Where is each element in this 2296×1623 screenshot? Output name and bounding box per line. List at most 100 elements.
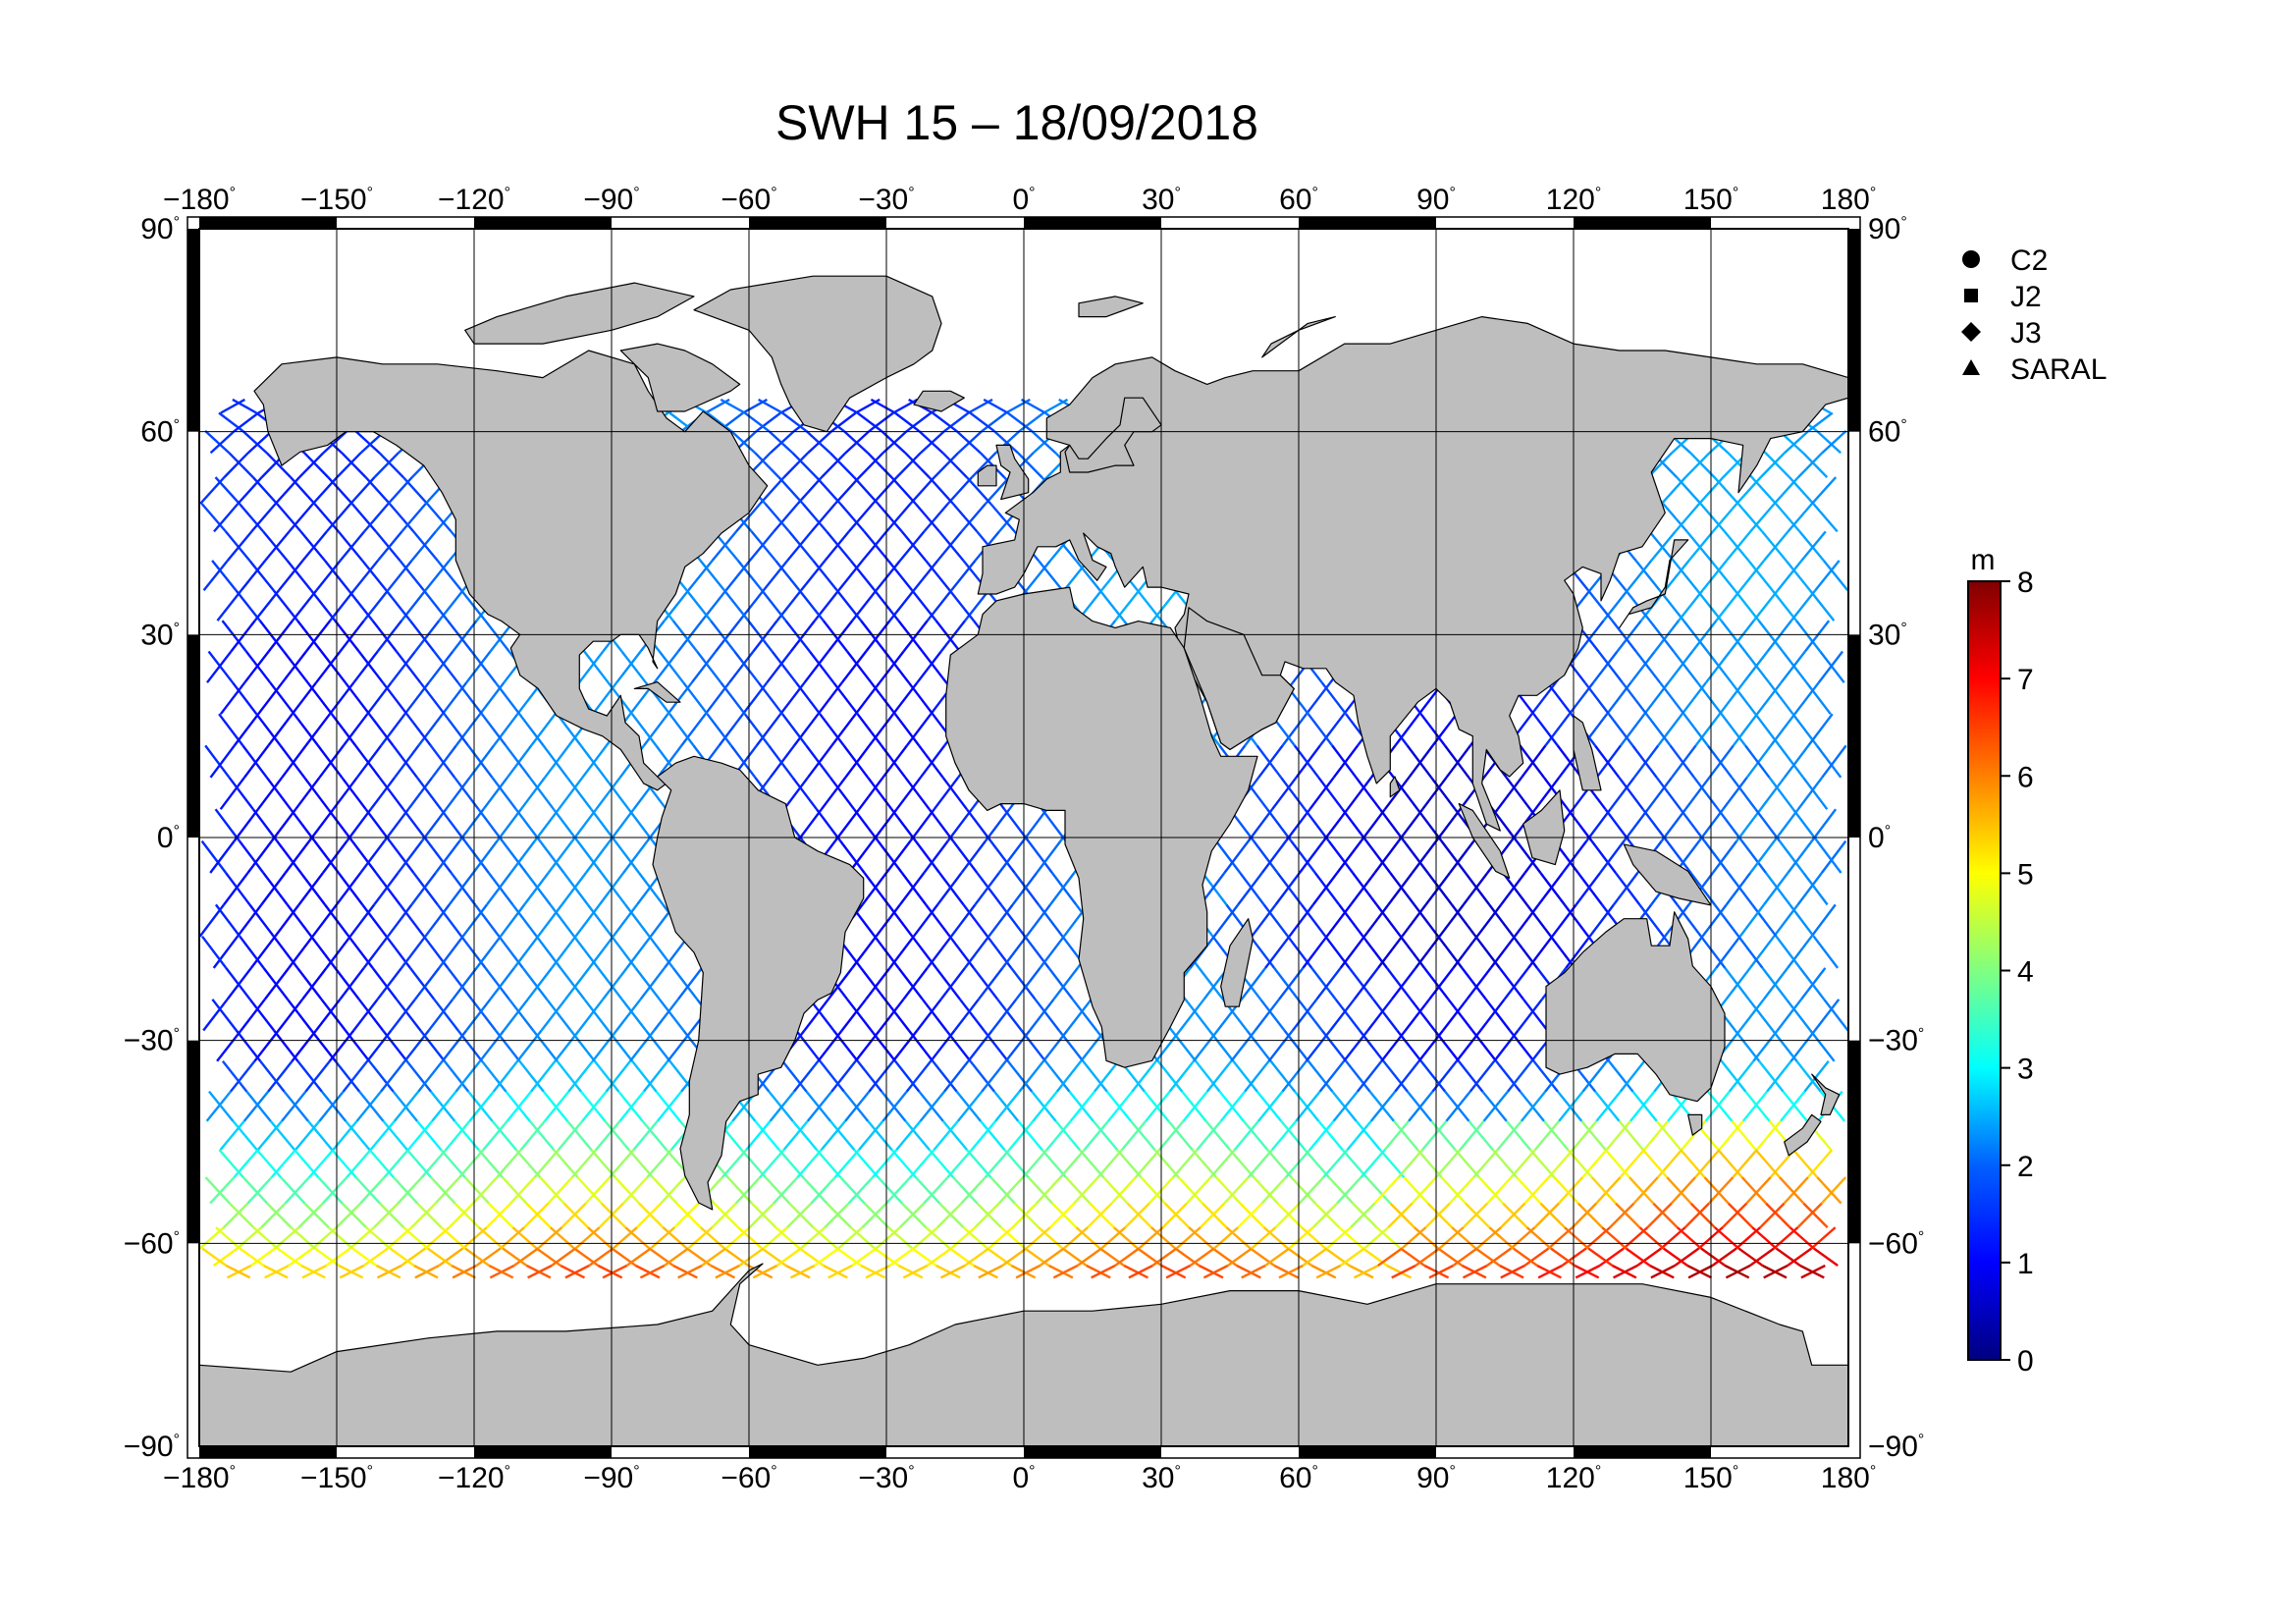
track-segment (228, 777, 254, 810)
track-segment (881, 1090, 908, 1122)
track-segment (803, 999, 829, 1032)
colorbar-tick-label: 8 (2017, 567, 2034, 599)
track-segment (1080, 1029, 1106, 1062)
track-segment (974, 872, 1000, 906)
track-segment (840, 650, 868, 683)
degree-symbol: ° (367, 185, 373, 201)
track-segment (417, 713, 444, 747)
track-segment (1193, 1029, 1219, 1062)
track-segment (1713, 903, 1740, 938)
track-segment (1787, 935, 1813, 969)
triangle-icon (1962, 359, 1980, 375)
track-segment (1271, 1119, 1298, 1151)
track-segment (463, 1176, 490, 1205)
track-segment (465, 999, 492, 1032)
track-segment (1519, 744, 1545, 779)
track-segment (1346, 1119, 1372, 1151)
track-segment (1803, 1060, 1830, 1093)
track-segment (539, 1176, 565, 1205)
track-segment (1280, 777, 1307, 810)
track-segment (1375, 1226, 1402, 1250)
track-segment (567, 1060, 594, 1093)
degree-symbol: ° (367, 1463, 373, 1480)
track-segment (1581, 1060, 1608, 1093)
track-segment (1302, 935, 1328, 969)
track-segment (830, 411, 857, 432)
track-segment (225, 530, 251, 562)
track-segment (653, 650, 679, 683)
track-segment (334, 620, 360, 653)
track-segment (1382, 1060, 1409, 1093)
track-segment (696, 650, 722, 683)
track-segment (1468, 1060, 1496, 1093)
track-segment (1659, 681, 1685, 715)
track-segment (564, 967, 591, 1001)
track-segment (1597, 650, 1624, 683)
track-segment (1486, 1176, 1513, 1205)
track-segment (938, 530, 965, 562)
track-segment (385, 589, 411, 622)
track-segment (1731, 777, 1757, 810)
track-segment (881, 430, 907, 455)
track-segment (1209, 1149, 1236, 1178)
colorbar-tick-label: 3 (2017, 1054, 2034, 1086)
track-segment (872, 1149, 898, 1178)
track-segment (286, 903, 313, 938)
track-segment (639, 967, 666, 1001)
track-segment (597, 967, 623, 1001)
track-segment (1620, 713, 1646, 747)
track-segment (1759, 777, 1786, 810)
track-segment (923, 839, 949, 874)
track-segment (390, 999, 416, 1032)
degree-symbol: ° (505, 1463, 510, 1480)
lon-tick-label-top: −150° (300, 184, 373, 216)
track-segment (988, 903, 1014, 938)
track-segment (1583, 681, 1610, 715)
track-segment (204, 430, 231, 455)
track-segment (1502, 1202, 1528, 1228)
track-segment (1660, 476, 1686, 505)
track-segment (200, 839, 228, 874)
track-segment (950, 1226, 977, 1250)
track-segment (897, 620, 924, 653)
track-segment (1366, 999, 1393, 1032)
track-segment (685, 589, 712, 622)
track-segment (1136, 589, 1163, 622)
track-segment (1318, 713, 1346, 747)
track-segment (544, 744, 570, 779)
track-segment (625, 935, 652, 969)
track-segment (897, 967, 924, 1001)
track-segment (357, 650, 384, 683)
track-segment (365, 1226, 392, 1250)
lon-tick-label-bottom: 180° (1821, 1462, 1876, 1494)
track-segment (1798, 530, 1825, 562)
track-segment (310, 589, 337, 622)
track-segment (1022, 808, 1048, 842)
track-segment (262, 967, 289, 1001)
track-segment (341, 452, 367, 478)
track-segment (1086, 1264, 1111, 1279)
track-segment (208, 1090, 235, 1122)
track-segment (1295, 1090, 1321, 1122)
track-segment (1727, 1202, 1754, 1228)
track-segment (624, 1226, 651, 1250)
track-segment (216, 1029, 242, 1062)
track-segment (895, 452, 922, 478)
track-segment (1682, 713, 1709, 747)
track-segment (1821, 744, 1847, 779)
track-segment (1259, 999, 1286, 1032)
track-segment (764, 1176, 791, 1205)
track-segment (923, 1176, 949, 1205)
track-segment (1001, 935, 1028, 969)
track-segment (433, 650, 459, 683)
track-segment (764, 503, 790, 533)
track-segment (1590, 1176, 1617, 1205)
track-segment (872, 476, 898, 505)
track-segment (1365, 1176, 1392, 1205)
track-segment (350, 839, 378, 874)
track-segment (1503, 967, 1529, 1001)
track-segment (951, 503, 979, 533)
track-segment (472, 1176, 499, 1205)
track-segment (330, 713, 357, 747)
track-segment (777, 476, 804, 505)
